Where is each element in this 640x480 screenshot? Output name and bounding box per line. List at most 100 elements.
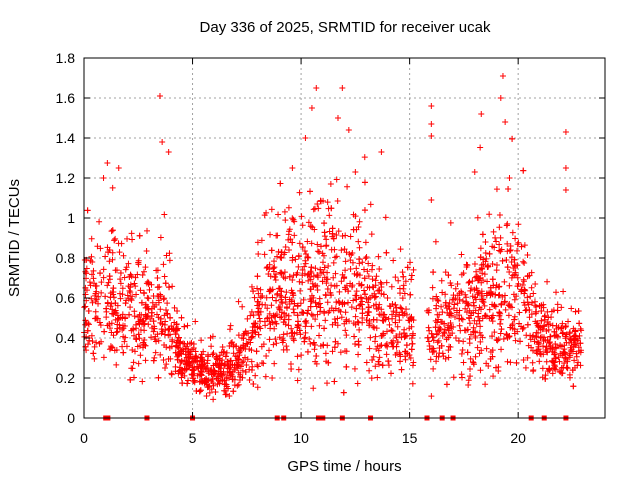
data-point — [447, 344, 454, 351]
data-point — [389, 327, 396, 334]
data-point — [443, 381, 450, 388]
data-point — [206, 389, 213, 396]
data-point — [261, 251, 268, 258]
data-point — [352, 341, 359, 348]
data-point — [328, 246, 335, 253]
data-point — [356, 326, 363, 333]
data-point — [526, 314, 533, 321]
data-point — [316, 295, 323, 302]
data-point — [531, 338, 538, 345]
data-point — [248, 283, 255, 290]
data-point — [168, 371, 175, 378]
data-point — [504, 240, 511, 247]
data-point — [255, 251, 262, 258]
data-point — [134, 271, 141, 278]
data-point — [552, 363, 559, 370]
data-point — [199, 361, 206, 368]
data-point — [470, 328, 477, 335]
data-point — [98, 289, 105, 296]
data-point — [524, 251, 531, 258]
data-point — [528, 284, 535, 291]
data-point — [463, 299, 470, 306]
data-point — [519, 325, 526, 332]
data-point — [160, 356, 167, 363]
data-point — [104, 322, 111, 329]
data-point — [504, 358, 511, 365]
data-point — [146, 286, 153, 293]
data-point — [445, 272, 452, 279]
data-point — [174, 307, 181, 314]
data-point — [91, 343, 98, 350]
data-point — [215, 377, 222, 384]
data-point — [92, 308, 99, 315]
data-point — [469, 358, 476, 365]
data-point — [573, 350, 580, 357]
data-point — [248, 334, 255, 341]
data-point — [195, 365, 202, 372]
data-point — [486, 306, 493, 313]
data-point — [349, 282, 356, 289]
data-point — [117, 280, 124, 287]
data-point — [307, 188, 314, 195]
data-point — [239, 367, 246, 374]
data-point — [219, 344, 226, 351]
data-point — [139, 378, 146, 385]
x-tick-label: 0 — [80, 430, 88, 446]
data-point — [240, 331, 247, 338]
data-point — [220, 349, 227, 356]
data-point — [337, 349, 344, 356]
data-point — [398, 334, 405, 341]
data-point — [361, 179, 368, 186]
data-point — [504, 264, 511, 271]
data-point — [140, 321, 147, 328]
data-point — [97, 322, 104, 329]
data-point — [92, 297, 99, 304]
data-point — [286, 296, 293, 303]
data-point — [536, 303, 543, 310]
data-point — [435, 328, 442, 335]
data-point — [478, 347, 485, 354]
data-point — [365, 273, 372, 280]
data-point — [321, 220, 328, 227]
data-point — [516, 309, 523, 316]
data-point — [321, 264, 328, 271]
data-point — [508, 274, 515, 281]
data-point — [113, 361, 120, 368]
data-point — [528, 311, 535, 318]
data-point — [188, 339, 195, 346]
data-point — [520, 167, 527, 174]
data-point — [359, 259, 366, 266]
data-point — [315, 205, 322, 212]
data-point — [378, 149, 385, 155]
data-point — [464, 300, 471, 307]
data-point — [464, 326, 471, 333]
data-point — [428, 121, 435, 127]
data-point — [273, 320, 280, 327]
data-point — [475, 289, 482, 296]
data-point — [267, 321, 274, 328]
data-point — [372, 333, 379, 340]
data-point — [283, 304, 290, 311]
data-point — [560, 288, 567, 295]
y-tick-label: 0.4 — [56, 330, 76, 346]
data-point — [409, 340, 416, 347]
data-point — [323, 236, 330, 243]
data-point — [122, 300, 129, 307]
data-point — [263, 264, 270, 271]
data-point — [496, 247, 503, 254]
data-point — [210, 382, 217, 389]
data-point — [474, 214, 481, 221]
data-point — [254, 384, 261, 391]
data-point — [113, 267, 120, 274]
data-point — [408, 335, 415, 342]
data-point — [219, 372, 226, 379]
data-point — [106, 258, 113, 265]
data-point — [151, 303, 158, 310]
data-point — [348, 304, 355, 311]
data-point — [454, 300, 461, 307]
data-point — [520, 276, 527, 283]
data-point — [452, 285, 459, 292]
data-point — [288, 366, 295, 373]
data-point — [452, 334, 459, 341]
data-point — [297, 331, 304, 338]
